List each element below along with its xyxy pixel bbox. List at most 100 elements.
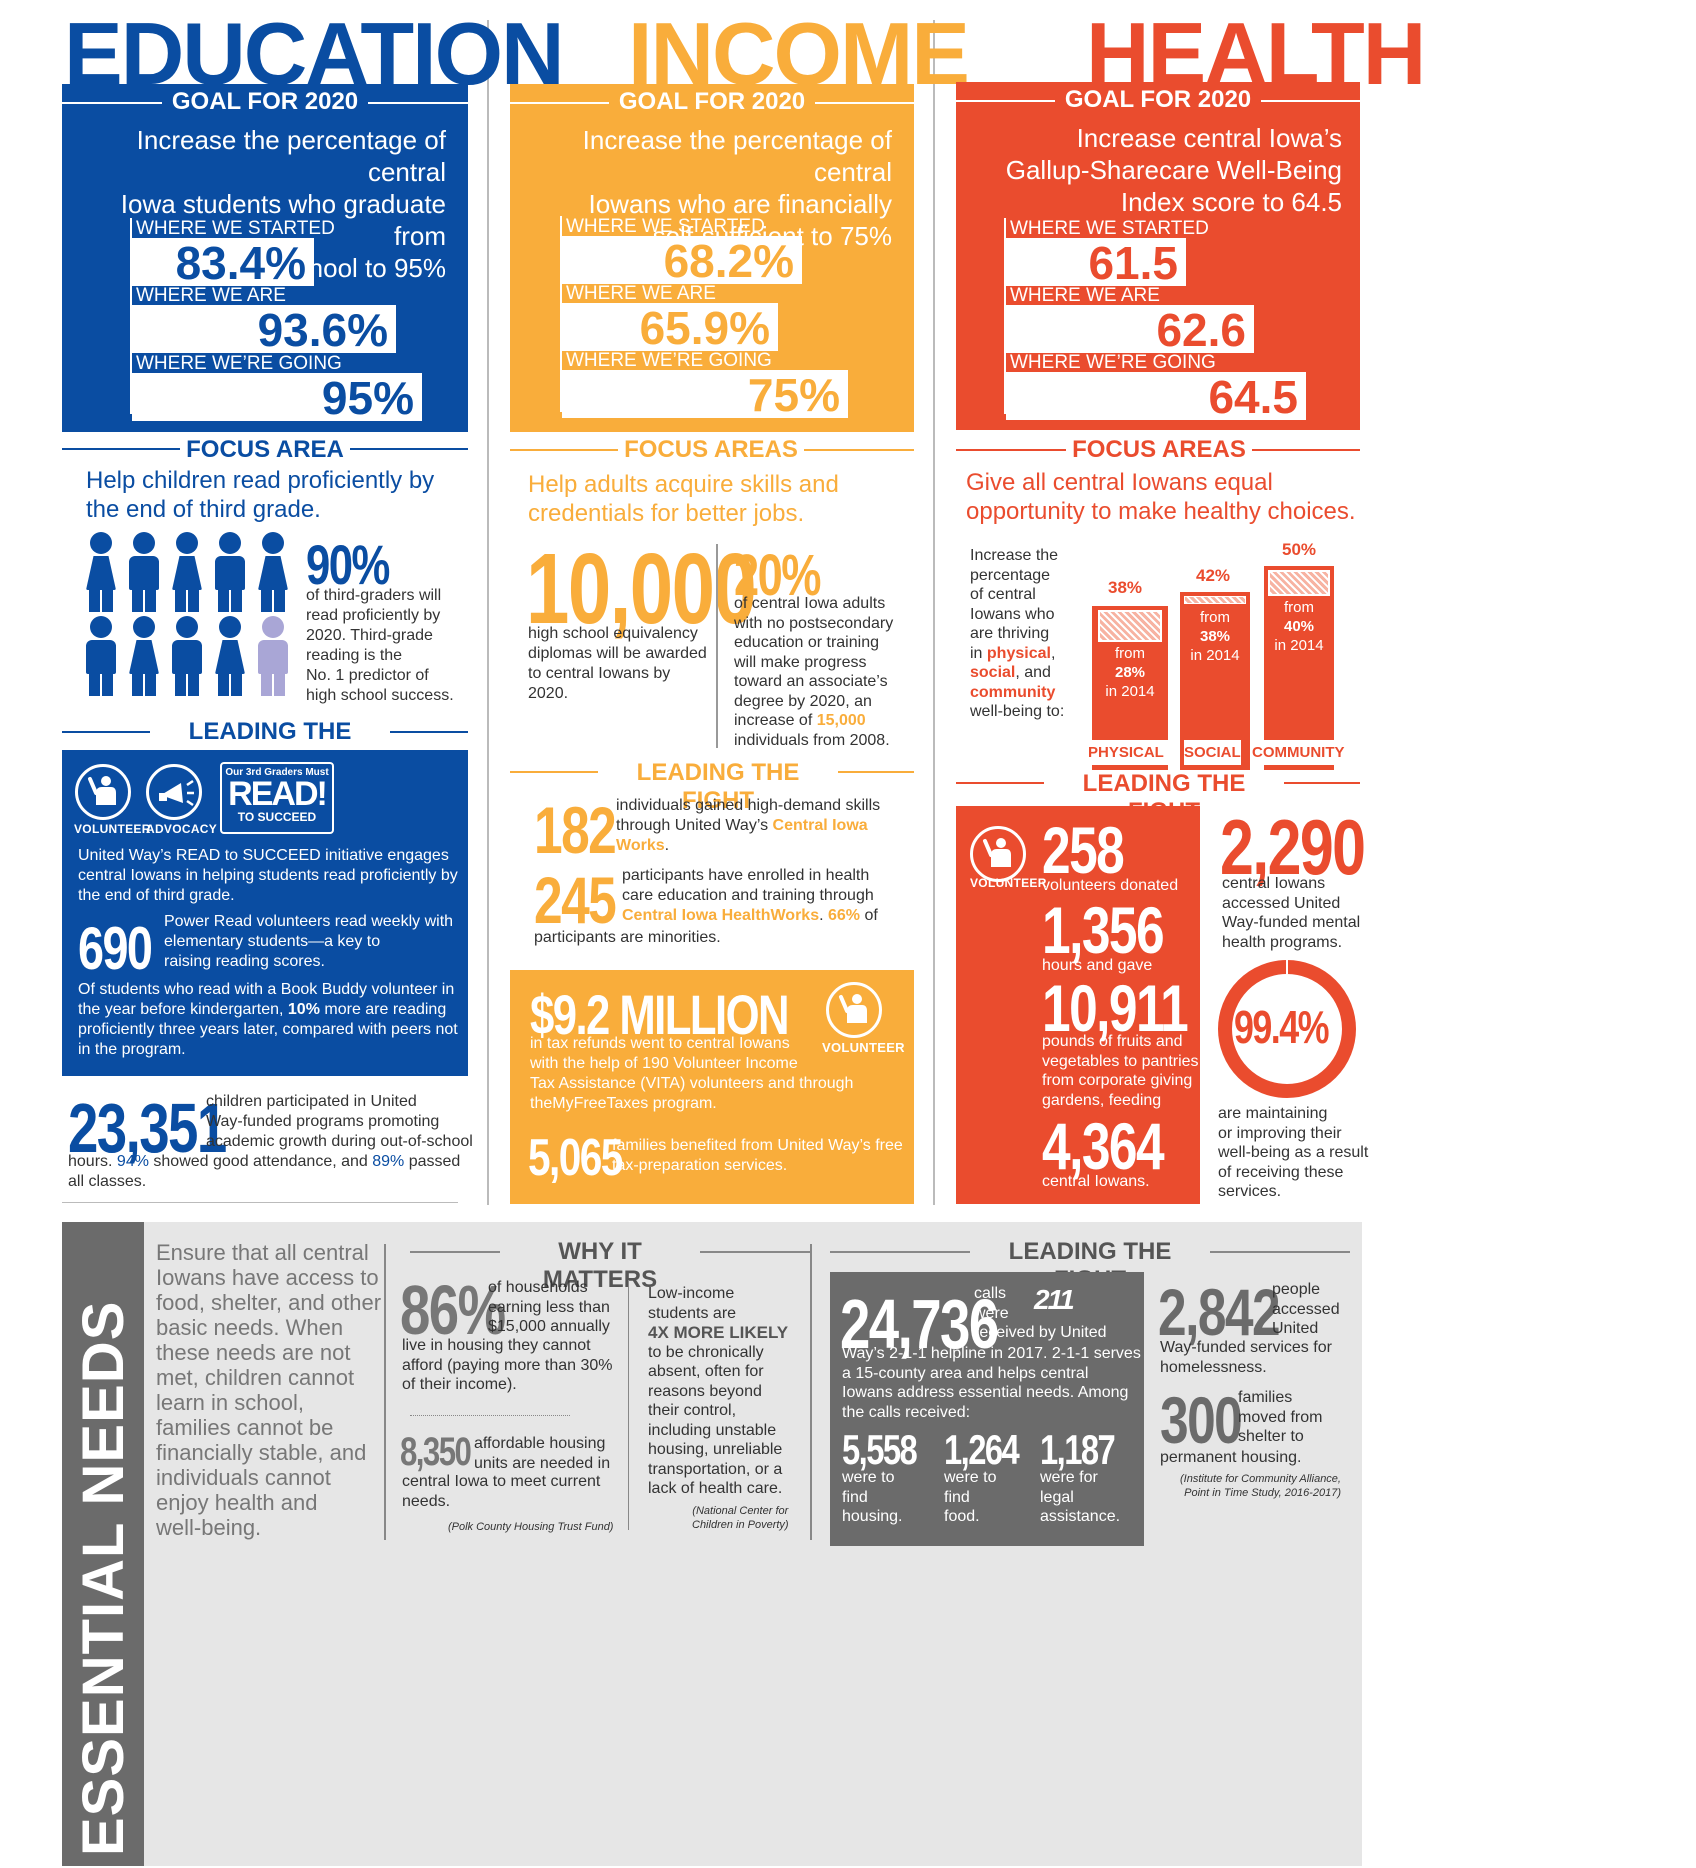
lowinc-text: Low-income students are 4X MORE LIKELY t… xyxy=(648,1285,789,1497)
child-figure xyxy=(129,616,159,696)
volunteer-icon-income xyxy=(826,982,882,1038)
income-going-label: WHERE WE’RE GOING xyxy=(566,350,772,371)
units-text-b: central Iowa to meet current needs. xyxy=(402,1473,601,1510)
bar-community-label: COMMUNITY xyxy=(1252,740,1345,765)
units-text-a: affordable housing units are needed in xyxy=(474,1435,611,1472)
education-volunteers-num: 690 xyxy=(78,915,153,982)
health-hours-num: 1,356 xyxy=(1042,893,1165,967)
health-leading-panel: VOLUNTEER 258 volunteers donated 1,356 h… xyxy=(956,806,1200,1204)
education-reading-text: of third-graders will read proficiently … xyxy=(306,587,454,704)
why-matters-label: WHY IT MATTERS xyxy=(500,1238,700,1294)
moved-num: 300 xyxy=(1160,1383,1243,1457)
education-going-value: 95% xyxy=(132,373,422,423)
bar-community xyxy=(1264,566,1334,770)
health-vol-text: volunteers donated xyxy=(1042,877,1179,894)
income-adults-text: of central Iowa adults with no postsecon… xyxy=(734,595,894,749)
health-volunteer-caption: VOLUNTEER xyxy=(970,876,1047,890)
health-mental-num: 2,290 xyxy=(1220,803,1366,891)
health-ring-text: are maintaining or improving their well-… xyxy=(1218,1105,1369,1200)
child-figure xyxy=(86,616,116,696)
income-tax-text: in tax refunds went to central Iowans wi… xyxy=(530,1035,854,1112)
health-pounds-text: pounds of fruits and vegetables to pantr… xyxy=(1042,1033,1199,1109)
calls-num: 24,736 xyxy=(840,1285,999,1363)
calls-panel: 24,736 calls were received by United 211… xyxy=(830,1272,1144,1546)
health-thriving-text: Increase the percentage of central Iowan… xyxy=(970,547,1065,720)
health-going-value: 64.5 xyxy=(1006,372,1306,422)
sub-housing-text: were to find housing. xyxy=(842,1469,903,1525)
homeless-num: 2,842 xyxy=(1158,1275,1281,1349)
health-goal-text: Increase central Iowa’s Gallup-Sharecare… xyxy=(1005,123,1342,217)
child-figure xyxy=(129,532,159,612)
health-ring-value: 99.4% xyxy=(1234,1001,1330,1053)
logo-211: 211 xyxy=(1034,1284,1075,1315)
sub-food-num: 1,264 xyxy=(944,1426,1020,1473)
education-started-label: WHERE WE STARTED xyxy=(136,218,335,239)
income-focus-label: FOCUS AREAS xyxy=(618,436,804,464)
income-now-label: WHERE WE ARE xyxy=(566,283,716,304)
income-diplomas-text: high school equivalency diplomas will be… xyxy=(528,625,707,702)
volunteer-caption: VOLUNTEER xyxy=(74,822,151,836)
education-leading-panel: VOLUNTEER ADVOCACY Our 3rd Graders Must … xyxy=(62,750,468,1076)
wellbeing-bars: 38% from 28% in 2014 PHYSICAL 42% from 3… xyxy=(1080,530,1360,770)
house-text-b: live in housing they cannot afford (payi… xyxy=(402,1337,613,1393)
income-tax-num: $9.2 MILLION xyxy=(530,983,790,1046)
education-reading-pct: 90% xyxy=(306,533,390,596)
advocacy-caption: ADVOCACY xyxy=(146,822,218,836)
child-figure xyxy=(215,532,245,612)
income-hc-text: participants have enrolled in health car… xyxy=(622,867,878,924)
child-figure xyxy=(172,532,202,612)
sub-legal-num: 1,187 xyxy=(1040,1426,1116,1473)
volunteer-icon xyxy=(75,764,131,820)
health-now-value: 62.6 xyxy=(1006,305,1254,355)
child-figure xyxy=(258,616,288,696)
essential-title: ESSENTIAL NEEDS xyxy=(71,1300,136,1856)
health-now-label: WHERE WE ARE xyxy=(1010,285,1160,306)
megaphone-icon xyxy=(146,764,202,820)
child-figure xyxy=(86,532,116,612)
health-focus-label: FOCUS AREAS xyxy=(1066,436,1252,464)
income-adults-pct: 20% xyxy=(734,543,821,608)
bar-physical-target: 38% xyxy=(1108,578,1143,597)
divider-1 xyxy=(487,20,489,1205)
income-volunteer-caption: VOLUNTEER xyxy=(822,1040,905,1055)
read-to-succeed-logo: Our 3rd Graders Must READ! TO SUCCEED xyxy=(220,762,334,834)
education-initiative-text: United Way’s READ to SUCCEED initiative … xyxy=(78,847,458,904)
income-title: INCOME xyxy=(628,4,970,103)
education-title: EDUCATION xyxy=(64,4,565,103)
calls-text-b: Way’s 2-1-1 helpline in 2017. 2-1-1 serv… xyxy=(842,1345,1141,1421)
health-goal-panel: GOAL FOR 2020 Increase central Iowa’s Ga… xyxy=(956,82,1360,430)
education-goal-label: GOAL FOR 2020 xyxy=(161,88,369,115)
education-now-label: WHERE WE ARE xyxy=(136,285,286,306)
health-focus-text: Give all central Iowans equal opportunit… xyxy=(966,469,1356,525)
child-figure xyxy=(172,616,202,696)
income-hc-num: 245 xyxy=(534,863,617,937)
income-families-num: 5,065 xyxy=(528,1129,623,1187)
volunteer-icon-health xyxy=(970,826,1026,882)
bar-community-target: 50% xyxy=(1282,540,1317,559)
education-now-value: 93.6% xyxy=(132,305,396,355)
wellbeing-ring xyxy=(1218,960,1356,1098)
moved-source: (Institute for Community Alliance, Point… xyxy=(1180,1473,1341,1499)
income-going-value: 75% xyxy=(562,370,848,420)
income-skills-num: 182 xyxy=(534,793,617,867)
lowinc-source: (National Center for Children in Poverty… xyxy=(692,1505,789,1531)
education-goal-panel: GOAL FOR 2020 Increase the percentage of… xyxy=(62,84,468,432)
sub-legal-text: were for legal assistance. xyxy=(1040,1469,1121,1525)
health-vol-num: 258 xyxy=(1042,813,1125,887)
education-focus-label: FOCUS AREA xyxy=(180,436,350,464)
child-figure xyxy=(215,616,245,696)
income-now-value: 65.9% xyxy=(562,303,778,353)
income-goal-panel: GOAL FOR 2020 Increase the percentage of… xyxy=(510,84,914,432)
health-mental-text: central Iowans accessed United Way-funde… xyxy=(1222,875,1361,951)
health-fed-text: central Iowans. xyxy=(1042,1173,1150,1190)
sub-housing-num: 5,558 xyxy=(842,1426,918,1473)
education-focus-text: Help children read proficiently by the e… xyxy=(86,467,435,523)
health-pounds-num: 10,911 xyxy=(1042,971,1189,1045)
calls-text-a: calls were received by United xyxy=(974,1285,1107,1341)
income-goal-label: GOAL FOR 2020 xyxy=(608,88,816,115)
health-started-value: 61.5 xyxy=(1006,238,1186,288)
children-pictogram xyxy=(86,532,300,698)
education-children-text: children participated in United Way-fund… xyxy=(206,1093,473,1150)
health-hours-text: hours and gave xyxy=(1042,957,1153,974)
homeless-text-a: people accessed United xyxy=(1272,1281,1340,1337)
